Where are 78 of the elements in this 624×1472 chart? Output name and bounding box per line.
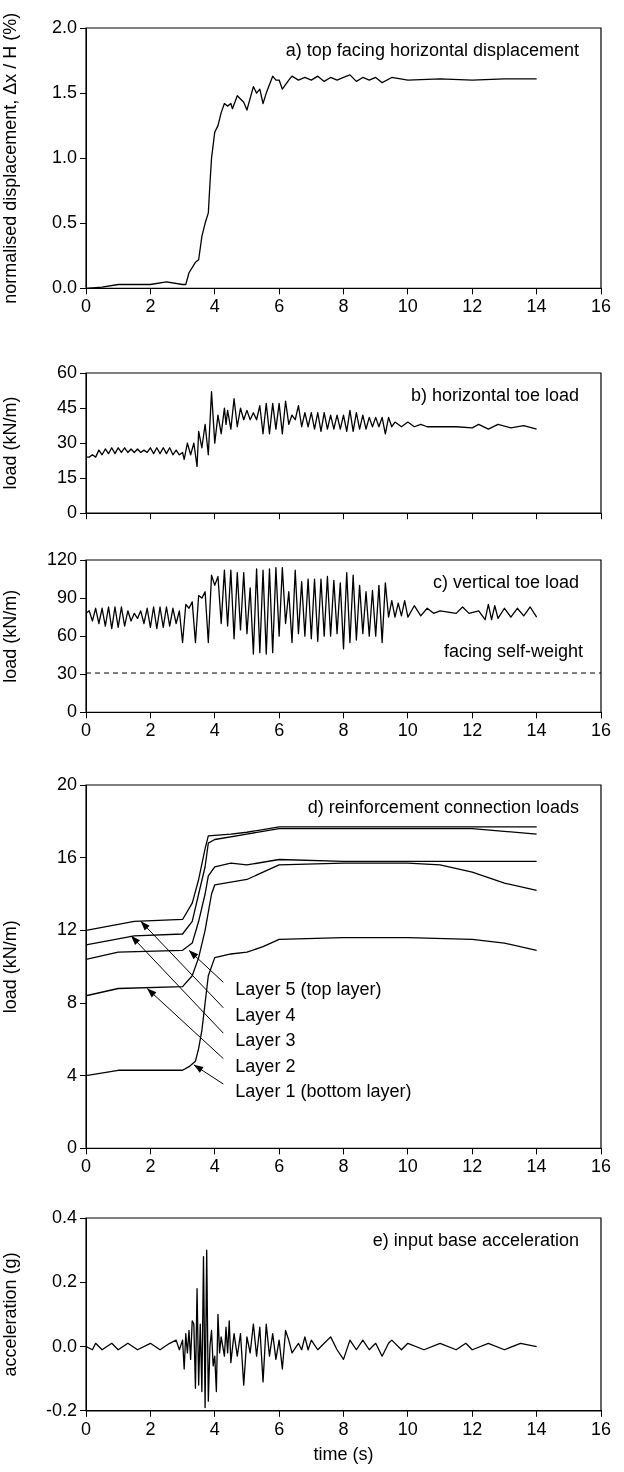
x-tick-label: 0 (80, 1156, 92, 1177)
x-tick-label: 0 (80, 1418, 92, 1439)
x-tick-label: 2 (145, 720, 156, 741)
y-tick-label: 90 (56, 587, 77, 608)
y-tick-label: 0 (66, 1137, 77, 1158)
x-tick-label: 6 (274, 720, 285, 741)
y-axis-title: normalised displacement, Δx / H (%) (0, 12, 20, 304)
x-tick-label: 10 (397, 1156, 418, 1177)
y-tick-label: 15 (56, 467, 77, 488)
text: e) input base acceleration (372, 1229, 579, 1250)
y-axis-title: load (kN/m) (0, 920, 20, 1014)
y-tick-label: 4 (66, 1064, 77, 1085)
x-tick-label: 8 (338, 1156, 349, 1177)
x-tick-label: 8 (338, 296, 349, 317)
y-tick-label: 120 (46, 548, 77, 569)
x-tick-label: 12 (462, 296, 483, 317)
y-tick-label: 0.0 (51, 1335, 77, 1356)
x-tick-label: 4 (209, 1156, 220, 1177)
x-tick-label: 12 (462, 720, 483, 741)
y-tick-label: 2.0 (51, 16, 77, 37)
text: c) vertical toe load (432, 571, 579, 592)
y-tick-label: 60 (56, 625, 77, 646)
text: d) reinforcement connection loads (307, 796, 579, 817)
y-tick-label: 0.5 (51, 212, 77, 233)
x-tick-label: 8 (338, 720, 349, 741)
x-axis-title: time (s) (313, 1444, 374, 1465)
x-tick-label: 2 (145, 1418, 156, 1439)
x-tick-label: 0 (80, 296, 92, 317)
x-tick-label: 6 (274, 1418, 285, 1439)
annotation: Layer 4 (235, 1004, 296, 1025)
x-tick-label: 2 (145, 296, 156, 317)
x-tick-label: 2 (145, 1156, 156, 1177)
x-tick-label: 6 (274, 1156, 285, 1177)
annotation: Layer 5 (top layer) (235, 979, 382, 1000)
x-tick-label: 4 (209, 296, 220, 317)
x-tick-label: 0 (80, 720, 92, 741)
x-tick-label: 10 (397, 720, 418, 741)
y-tick-label: -0.2 (45, 1399, 77, 1420)
annotation: Layer 3 (235, 1030, 296, 1051)
ref-line-label: facing self-weight (443, 641, 583, 661)
annotation: Layer 2 (235, 1055, 296, 1076)
x-tick-label: 16 (590, 1418, 612, 1439)
y-tick-label: 0.2 (51, 1271, 77, 1292)
y-tick-label: 16 (56, 846, 77, 867)
y-tick-label: 0.4 (51, 1206, 77, 1227)
y-tick-label: 0 (66, 502, 77, 523)
y-tick-label: 30 (56, 432, 77, 453)
x-tick-label: 4 (209, 720, 220, 741)
text: a) top facing horizontal displacement (285, 39, 579, 60)
x-tick-label: 16 (590, 1156, 612, 1177)
y-tick-label: 0.0 (51, 277, 77, 298)
y-axis-title: acceleration (g) (0, 1252, 20, 1377)
y-tick-label: 30 (56, 663, 77, 684)
x-tick-label: 16 (590, 296, 612, 317)
y-tick-label: 1.0 (51, 147, 77, 168)
x-tick-label: 10 (397, 296, 418, 317)
y-tick-label: 12 (56, 919, 77, 940)
x-tick-label: 14 (526, 296, 547, 317)
x-tick-label: 12 (462, 1156, 483, 1177)
x-tick-label: 14 (526, 1156, 547, 1177)
x-tick-label: 16 (590, 720, 612, 741)
x-tick-label: 14 (526, 720, 547, 741)
text: b) horizontal toe load (410, 384, 579, 405)
y-tick-label: 20 (56, 773, 77, 794)
y-axis-title: load (kN/m) (0, 589, 20, 683)
x-tick-label: 14 (526, 1418, 547, 1439)
y-tick-label: 1.5 (51, 82, 77, 103)
y-tick-label: 8 (66, 992, 77, 1013)
x-tick-label: 6 (274, 296, 285, 317)
x-tick-label: 10 (397, 1418, 418, 1439)
y-tick-label: 60 (56, 361, 77, 382)
annotation: Layer 1 (bottom layer) (235, 1081, 412, 1102)
y-axis-title: load (kN/m) (0, 396, 20, 490)
y-tick-label: 45 (56, 397, 77, 418)
x-tick-label: 8 (338, 1418, 349, 1439)
x-tick-label: 4 (209, 1418, 220, 1439)
x-tick-label: 12 (462, 1418, 483, 1439)
y-tick-label: 0 (66, 701, 77, 722)
